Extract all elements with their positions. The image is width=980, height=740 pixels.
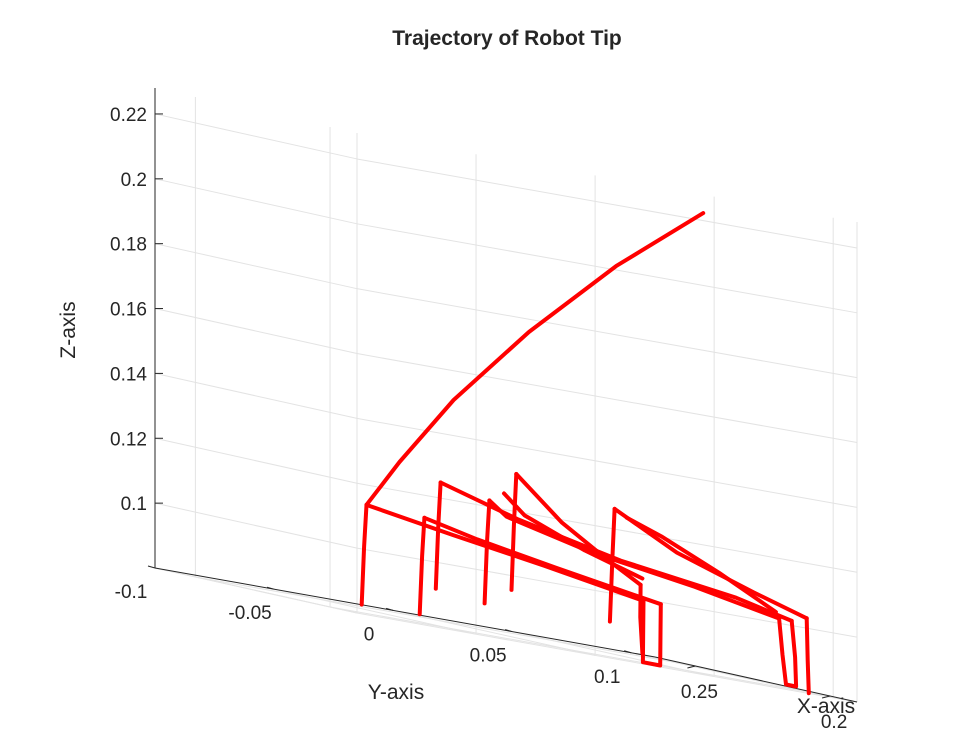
grid-line-z [154, 372, 358, 419]
y-axis-label: Y-axis [368, 681, 424, 704]
trajectory-segment [638, 582, 645, 656]
trajectory-segment [359, 502, 369, 607]
grid-line-x [329, 606, 831, 697]
y-tick-mark [505, 629, 513, 633]
grid-line-z [154, 178, 358, 225]
grid-layer [154, 97, 858, 703]
grid-line-z [154, 113, 358, 160]
box-edge [154, 567, 358, 614]
y-tick-label: 0 [364, 624, 375, 645]
grid-line-x [195, 576, 696, 667]
trajectory-segment [433, 480, 443, 591]
z-tick-label: 0.14 [110, 364, 147, 385]
grid-line-z [356, 353, 858, 444]
axes-layer [147, 88, 858, 703]
trajectory-segment [502, 491, 645, 581]
grid-line-z [356, 223, 858, 314]
z-tick-label: 0.12 [110, 429, 147, 450]
trajectory-segment [482, 498, 492, 606]
y-tick-mark [385, 607, 394, 611]
y-tick-label: 0.05 [470, 646, 507, 667]
grid-line-z [154, 437, 358, 484]
x-axis-label: X-axis [797, 695, 855, 718]
z-tick-label: 0.18 [110, 235, 147, 256]
x-axis-line [654, 656, 858, 703]
box-edge [356, 612, 858, 703]
x-tick-label: 0.25 [681, 682, 718, 703]
grid-line-z [154, 502, 358, 549]
trajectory-segment [514, 472, 643, 587]
trajectory-segment [364, 211, 706, 507]
grid-line-z [356, 288, 858, 379]
y-axis-line [154, 567, 656, 658]
y-tick-mark [147, 565, 156, 569]
data-layer [359, 211, 811, 696]
grid-line-z [356, 158, 858, 249]
grid-line-z [154, 308, 358, 355]
grid-line-z [356, 547, 858, 638]
x-tick-label: 0.2 [821, 712, 847, 733]
y-tick-label: 0.1 [594, 667, 620, 688]
x-tick-mark [821, 695, 831, 699]
grid-line-z [154, 243, 358, 290]
chart-title: Trajectory of Robot Tip [392, 27, 621, 50]
trajectory-segment [422, 515, 663, 607]
z-tick-label: 0.1 [121, 494, 147, 515]
trajectory-segment [509, 472, 519, 592]
z-axis-label: Z-axis [57, 301, 80, 358]
trajectory-segment [777, 616, 799, 689]
y-tick-mark [266, 586, 275, 590]
z-tick-label: 0.2 [121, 170, 147, 191]
y-tick-mark [624, 650, 632, 654]
x-tick-mark [687, 665, 696, 669]
grid-line-z [356, 417, 858, 508]
z-tick-label: 0.22 [110, 105, 147, 126]
label-layer: Trajectory of Robot Tip Y-axis X-axis Z-… [57, 27, 855, 733]
trajectory-segment [364, 502, 646, 603]
y-tick-label: -0.05 [228, 603, 271, 624]
trajectory-segment [607, 506, 617, 624]
trajectory-segment [804, 616, 811, 696]
trajectory-segment [640, 598, 663, 668]
trajectory-segment [417, 515, 427, 617]
y-tick-label: -0.1 [115, 582, 148, 603]
z-tick-label: 0.16 [110, 300, 147, 321]
trajectory-segment [624, 515, 778, 614]
